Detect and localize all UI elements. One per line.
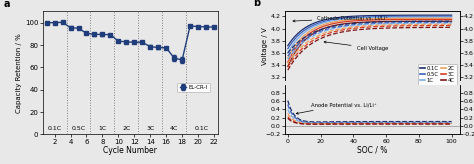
X-axis label: SOC / %: SOC / % xyxy=(357,145,387,154)
Text: a: a xyxy=(4,0,10,9)
Text: 0.1C: 0.1C xyxy=(47,126,62,131)
X-axis label: Cycle Number: Cycle Number xyxy=(103,146,157,155)
Text: 4C: 4C xyxy=(170,126,178,131)
Text: 2C: 2C xyxy=(122,126,130,131)
Text: Cell Voltage: Cell Voltage xyxy=(324,41,388,51)
Y-axis label: Capacity Retention / %: Capacity Retention / % xyxy=(16,33,22,113)
Text: Anode Potential vs. Li/Li⁺: Anode Potential vs. Li/Li⁺ xyxy=(296,102,376,114)
Y-axis label: Voltage / V: Voltage / V xyxy=(262,27,268,65)
Text: 0.5C: 0.5C xyxy=(72,126,86,131)
Text: Cathode Potential vs. Li/Li⁺: Cathode Potential vs. Li/Li⁺ xyxy=(293,16,388,22)
Legend: 0.1C, 0.5C, 1C, 2C, 3C, 4C: 0.1C, 0.5C, 1C, 2C, 3C, 4C xyxy=(418,64,457,85)
Text: 0.1C: 0.1C xyxy=(195,126,209,131)
Text: 3C: 3C xyxy=(146,126,155,131)
Text: b: b xyxy=(253,0,260,8)
Text: 1C: 1C xyxy=(98,126,107,131)
Legend: EL-CR-I: EL-CR-I xyxy=(177,83,210,92)
